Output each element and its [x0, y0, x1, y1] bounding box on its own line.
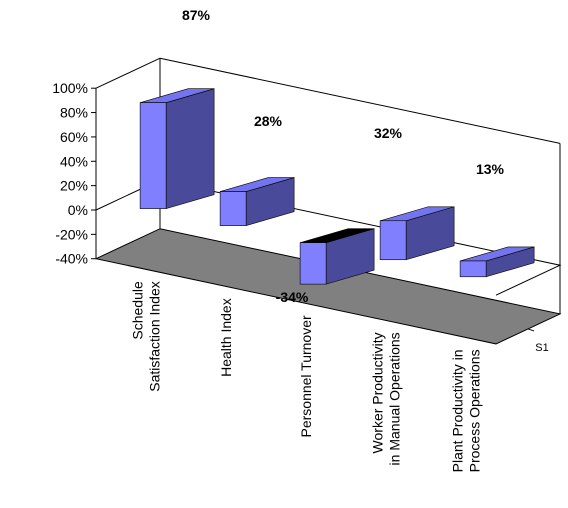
data-label-5: 13% — [476, 161, 505, 177]
y-tick-label: -40% — [55, 251, 88, 267]
y-tick-label: 40% — [60, 153, 88, 169]
bar-3 — [299, 228, 375, 285]
y-tick-label: 60% — [60, 129, 88, 145]
bar-front-face — [299, 242, 327, 285]
bar-4 — [379, 206, 455, 261]
y-tick-label: 80% — [60, 105, 88, 121]
category-label-2: Health Index — [218, 298, 234, 377]
bars — [139, 88, 535, 285]
category-label-5: Plant Productivity in Process Operations — [450, 349, 483, 472]
category-label-line: Personnel Turnover — [298, 315, 314, 438]
bar-5 — [459, 246, 535, 278]
category-label-line: Satisfaction Index — [147, 281, 163, 392]
data-label-2: 28% — [254, 113, 283, 129]
bar-front-face — [219, 191, 247, 226]
category-label-line: Worker Productivity — [370, 332, 386, 453]
y-tick-label: 0% — [68, 202, 88, 218]
y-tick-label: 100% — [52, 80, 88, 96]
bar-front-face — [379, 220, 407, 261]
zero-plane-outline — [95, 179, 562, 296]
series-axis-tick — [527, 328, 535, 332]
back-wall-top-edge — [159, 57, 561, 144]
series-axis: S1 — [527, 328, 549, 354]
chart-floor — [94, 228, 562, 345]
bar-1 — [139, 88, 215, 210]
bar-2 — [219, 177, 295, 227]
category-label-4: Worker Productivity in Manual Operations — [370, 332, 403, 465]
category-label-line: Schedule — [130, 281, 146, 340]
category-label-line: Health Index — [218, 298, 234, 377]
side-wall-top-edge — [95, 57, 161, 89]
y-tick-label: 20% — [60, 178, 88, 194]
data-label-1: 87% — [182, 7, 211, 23]
y-axis: -40% -20% 0% 20% 40% 60% 80% 100% — [52, 80, 97, 267]
data-label-4: 32% — [374, 125, 403, 141]
category-label-line: in Manual Operations — [387, 332, 403, 465]
category-label-1: Schedule Satisfaction Index — [130, 281, 163, 392]
x-axis-categories: Schedule Satisfaction Index Health Index Pe… — [130, 281, 483, 472]
data-labels: 87% 28% -34% 32% 13% — [182, 7, 505, 305]
bar-front-face — [139, 102, 167, 209]
bar-front-face — [459, 260, 487, 278]
floor — [94, 228, 562, 345]
data-label-3: -34% — [276, 289, 309, 305]
category-label-3: Personnel Turnover — [298, 315, 314, 438]
series-axis-label: S1 — [535, 342, 548, 354]
category-label-line: Process Operations — [467, 349, 483, 472]
bar-side-face — [165, 88, 215, 210]
category-label-line: Plant Productivity in — [450, 349, 466, 472]
y-tick-label: -20% — [55, 226, 88, 242]
